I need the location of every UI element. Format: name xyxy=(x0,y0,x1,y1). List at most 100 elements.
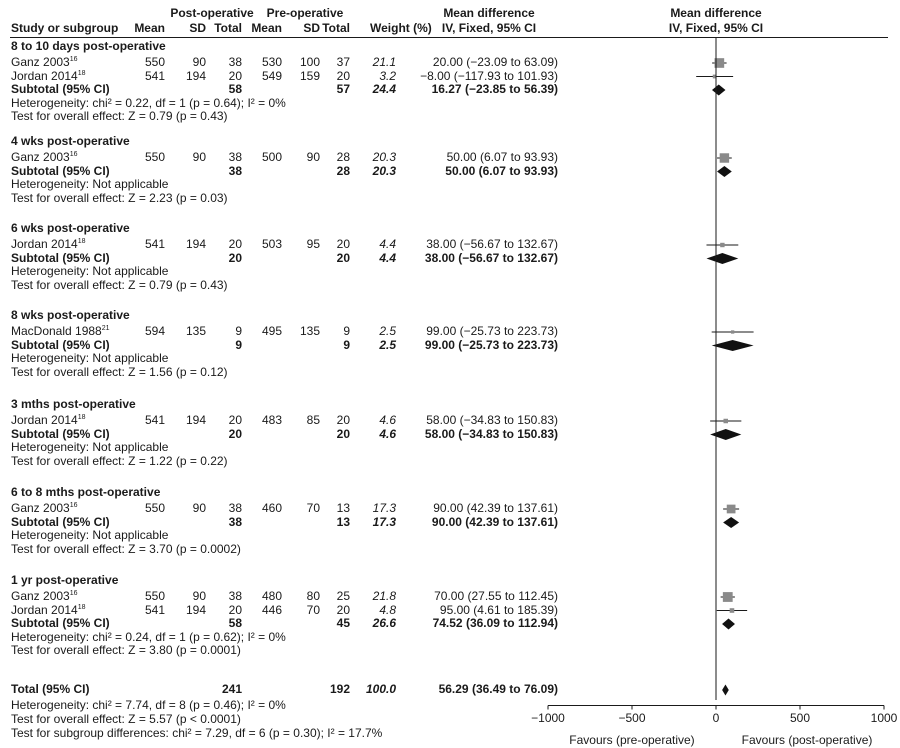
subtotal-pre-total: 28 xyxy=(336,163,350,178)
study-name: Jordan 201418 xyxy=(11,238,86,251)
study-name: Ganz 200316 xyxy=(11,56,78,69)
plot-title: Mean difference xyxy=(670,6,762,20)
study-marker-g0-s1 xyxy=(712,74,717,79)
study-name: Jordan 201418 xyxy=(11,68,86,83)
study-name: Ganz 200316 xyxy=(11,502,78,515)
subtotal-pre-total: 20 xyxy=(336,426,350,441)
pre-total: 20 xyxy=(336,602,350,617)
post-mean: 541 xyxy=(144,413,165,427)
pre-mean: 483 xyxy=(261,413,282,427)
study-name-text: Jordan 2014 xyxy=(11,237,78,251)
overall-effect-text: Test for overall effect: Z = 2.23 (p = 0… xyxy=(11,190,228,205)
subtotal-weight: 26.6 xyxy=(372,616,396,630)
subtotal-weight: 4.6 xyxy=(379,426,396,441)
subtotal-diamond-g5 xyxy=(723,517,740,528)
subtotal-label: Subtotal (95% CI) xyxy=(11,82,110,96)
subtotal-post-total: 38 xyxy=(228,514,242,529)
study-name: MacDonald 198821 xyxy=(11,325,110,338)
pre-mean: 503 xyxy=(261,237,282,251)
header-col-pre-mean: Mean xyxy=(251,21,282,35)
pre-sd: 70 xyxy=(306,602,320,617)
post-sd: 194 xyxy=(185,68,206,83)
study-marker-g3-s0 xyxy=(730,330,735,334)
pre-sd: 159 xyxy=(299,68,320,83)
study-ref: 21 xyxy=(101,325,110,332)
study-name-text: Jordan 2014 xyxy=(11,68,78,83)
study-name-text: Ganz 2003 xyxy=(11,55,70,69)
post-sd: 90 xyxy=(192,589,206,603)
x-tick-label: −1000 xyxy=(531,711,565,725)
overall-effect-text: Test for overall effect: Z = 3.80 (p = 0… xyxy=(11,643,241,657)
subtotal-post-total: 38 xyxy=(228,163,242,178)
study-ref: 16 xyxy=(69,151,78,158)
weight: 3.2 xyxy=(379,68,396,83)
group-title: 8 to 10 days post-operative xyxy=(11,39,166,53)
subtotal-diamond-g1 xyxy=(717,166,732,177)
subtotal-pre-total: 45 xyxy=(336,616,350,630)
x-tick-label: −500 xyxy=(618,711,646,725)
study-marker-g4-s0 xyxy=(723,418,728,424)
post-sd: 194 xyxy=(185,602,206,617)
study-ref: 16 xyxy=(69,502,78,509)
heterogeneity-text: Heterogeneity: Not applicable xyxy=(11,440,169,454)
post-total: 20 xyxy=(228,602,242,617)
post-total: 38 xyxy=(228,589,242,603)
study-name-text: Ganz 2003 xyxy=(11,589,70,603)
pre-mean: 549 xyxy=(261,68,282,83)
subtotal-ci-text: 38.00 (−56.67 to 132.67) xyxy=(424,250,558,265)
ci-text: 99.00 (−25.73 to 223.73) xyxy=(426,324,558,338)
pre-total: 20 xyxy=(336,68,350,83)
pre-mean: 446 xyxy=(261,602,282,617)
pre-mean: 460 xyxy=(261,501,282,515)
subgroup-differences: Test for subgroup differences: chi² = 7.… xyxy=(11,726,383,740)
post-total: 20 xyxy=(228,68,242,83)
subtotal-label: Subtotal (95% CI) xyxy=(11,250,110,265)
study-name-text: Jordan 2014 xyxy=(11,413,78,427)
post-total: 38 xyxy=(228,55,242,69)
total-label: Total (95% CI) xyxy=(11,682,90,696)
subtotal-pre-total: 20 xyxy=(336,250,350,265)
post-sd: 90 xyxy=(192,55,206,69)
post-sd: 135 xyxy=(185,324,206,338)
post-mean: 594 xyxy=(144,324,165,338)
total-ci-text: 56.29 (36.49 to 76.09) xyxy=(438,682,558,696)
header-col-post-mean: Mean xyxy=(134,21,165,35)
subtotal-diamond-g2 xyxy=(706,253,739,264)
post-mean: 550 xyxy=(144,589,165,603)
subtotal-label: Subtotal (95% CI) xyxy=(11,426,110,441)
subtotal-pre-total: 57 xyxy=(336,82,350,96)
total-diamond xyxy=(722,684,729,696)
total-pre-total: 192 xyxy=(329,682,350,696)
heterogeneity-text: Heterogeneity: Not applicable xyxy=(11,528,169,542)
header-group-pre: Pre-operative xyxy=(266,6,344,20)
study-ref: 18 xyxy=(77,238,86,245)
pre-total: 28 xyxy=(336,150,350,164)
header-group-post: Post-operative xyxy=(170,6,254,20)
study-ref: 18 xyxy=(77,414,86,421)
study-marker-g0-s0 xyxy=(714,58,725,68)
weight: 4.6 xyxy=(379,413,396,427)
pre-total: 9 xyxy=(343,324,350,338)
subtotal-post-total: 20 xyxy=(228,250,242,265)
subtotal-ci-text: 74.52 (36.09 to 112.94) xyxy=(432,616,558,630)
total-post-total: 241 xyxy=(221,682,242,696)
heterogeneity-text: Heterogeneity: chi² = 0.22, df = 1 (p = … xyxy=(11,95,286,110)
overall-effect-text: Test for overall effect: Z = 0.79 (p = 0… xyxy=(11,277,228,292)
post-total: 9 xyxy=(235,324,242,338)
group-title: 6 to 8 mths post-operative xyxy=(11,485,161,499)
post-mean: 541 xyxy=(144,237,165,251)
weight: 17.3 xyxy=(372,501,396,515)
header-col-study: Study or subgroup xyxy=(11,21,119,35)
pre-sd: 80 xyxy=(306,589,320,603)
subtotal-ci-text: 99.00 (−25.73 to 223.73) xyxy=(424,337,558,352)
pre-mean: 495 xyxy=(261,324,282,338)
weight: 4.4 xyxy=(379,237,396,251)
post-mean: 541 xyxy=(144,602,165,617)
study-name: Jordan 201418 xyxy=(11,414,86,427)
pre-total: 20 xyxy=(336,237,350,251)
subtotal-label: Subtotal (95% CI) xyxy=(11,337,110,352)
group-title: 6 wks post-operative xyxy=(11,221,130,235)
study-name-text: Jordan 2014 xyxy=(11,602,78,617)
header-col-pre-sd: SD xyxy=(303,21,320,35)
